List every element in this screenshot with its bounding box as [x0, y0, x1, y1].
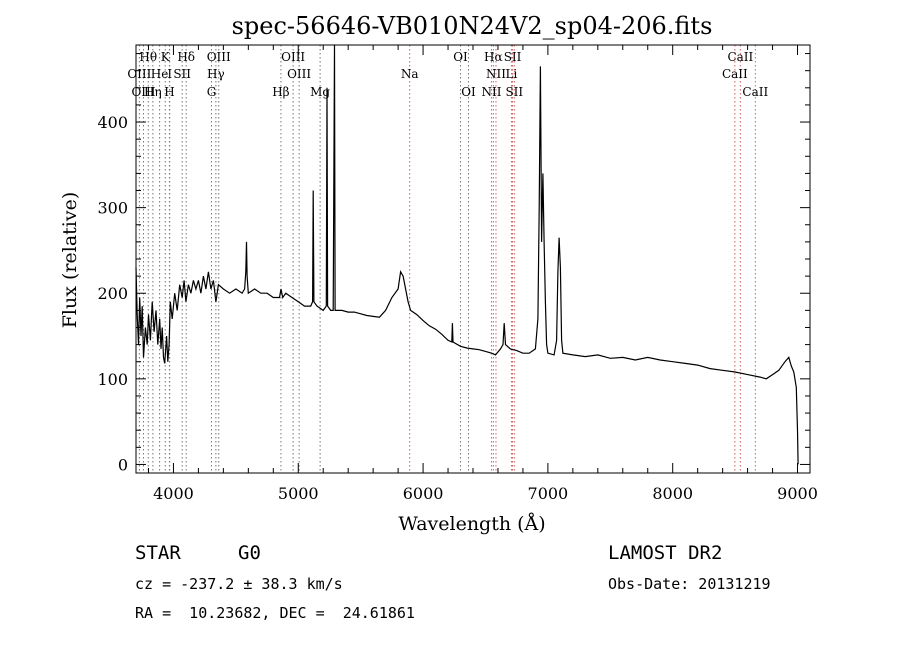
line-marker-label: SII	[173, 67, 191, 81]
line-marker-label: OIII	[281, 50, 305, 64]
line-marker-label: NII	[481, 85, 501, 99]
line-marker-label: Hθ	[139, 50, 157, 64]
line-marker-label: OIII	[131, 85, 155, 99]
line-marker-label: SII	[504, 50, 522, 64]
line-marker-label: Hη	[144, 85, 162, 99]
survey-name: LAMOST DR2	[608, 542, 723, 564]
x-tick-label: 5000	[278, 484, 319, 503]
coordinates-text: RA = 10.23682, DEC = 24.61861	[135, 604, 415, 622]
x-tick-label: 4000	[153, 484, 194, 503]
line-marker-label: K	[161, 50, 171, 64]
line-marker-label: OI	[453, 50, 468, 64]
line-marker-label: He	[151, 67, 169, 81]
obs-date-text: Obs-Date: 20131219	[608, 575, 771, 593]
x-tick-label: 6000	[403, 484, 444, 503]
line-marker-label: Mg	[310, 85, 330, 99]
line-marker-label: Hβ	[272, 85, 289, 99]
spectrum-line	[135, 44, 799, 465]
y-tick-label: 0	[118, 455, 128, 474]
line-marker-label: OIII	[127, 67, 151, 81]
axis-ticks: 4000 5000 6000 7000 8000 9000 0 100 200 300 400	[97, 45, 818, 503]
y-tick-label: 100	[97, 370, 128, 389]
line-marker-label: Li	[506, 67, 518, 81]
line-marker-label: NII	[486, 67, 506, 81]
line-marker-label: SII	[505, 85, 523, 99]
line-marker-label: OIII	[287, 67, 311, 81]
plot-frame	[135, 44, 811, 474]
line-marker-label: Hα	[484, 50, 503, 64]
line-marker-label: Na	[401, 67, 419, 81]
x-axis-title: Wavelength (Å)	[398, 513, 545, 535]
x-tick-label: 7000	[528, 484, 569, 503]
line-marker-label: CaII	[727, 50, 753, 64]
line-markers	[138, 45, 756, 473]
line-marker-label: CaII	[722, 67, 748, 81]
x-tick-label: 8000	[652, 484, 693, 503]
line-marker-label: OI	[461, 85, 476, 99]
y-tick-label: 300	[97, 199, 128, 218]
line-marker-label: Hγ	[207, 67, 225, 81]
y-tick-label: 400	[97, 113, 128, 132]
object-subclass: G0	[238, 542, 261, 564]
line-marker-label: CaII	[742, 85, 768, 99]
x-tick-label: 9000	[777, 484, 818, 503]
y-tick-label: 200	[97, 284, 128, 303]
line-marker-label: OIII	[207, 50, 231, 64]
line-marker-label: H	[164, 85, 174, 99]
line-marker-label: I	[167, 67, 172, 81]
line-marker-label: Hδ	[177, 50, 195, 64]
object-class: STAR	[135, 542, 181, 564]
redshift-text: cz = -237.2 ± 38.3 km/s	[135, 575, 343, 593]
y-axis-title: Flux (relative)	[59, 192, 81, 329]
line-marker-label: G	[207, 85, 217, 99]
chart-title: spec-56646-VB010N24V2_sp04-206.fits	[232, 12, 713, 40]
